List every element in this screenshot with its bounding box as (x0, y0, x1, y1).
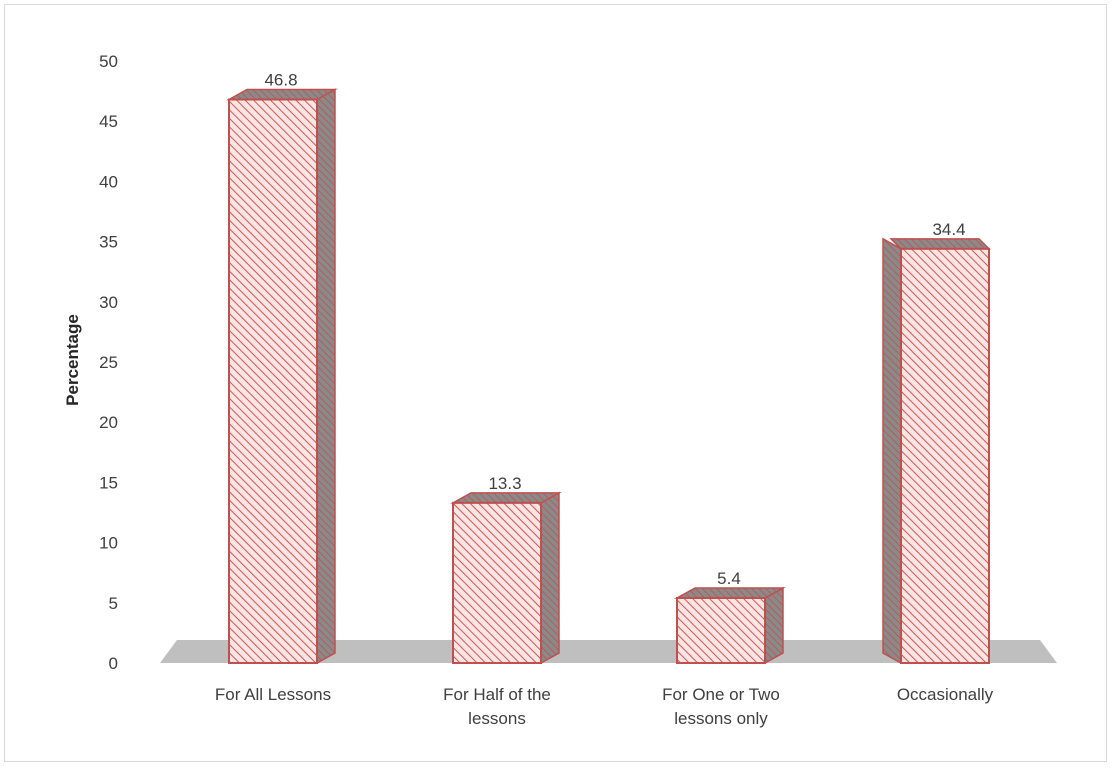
data-label: 13.3 (488, 474, 521, 493)
bars (226, 88, 991, 665)
bar-front-face (676, 596, 766, 665)
y-axis-label: Percentage (63, 314, 82, 406)
data-labels: 46.8 13.3 5.4 34.4 (264, 71, 965, 588)
y-tick-label: 30 (99, 293, 118, 312)
bar-front-face (228, 98, 318, 664)
x-category-label: For Half of the (443, 685, 551, 704)
floor-plane (160, 640, 1057, 663)
bar-side-face (540, 491, 560, 665)
x-axis-categories: For All Lessons For Half of the lessons For… (215, 685, 994, 728)
bar (450, 491, 562, 665)
bar-front-face (900, 247, 990, 664)
x-category-label: lessons only (674, 709, 768, 728)
data-label: 46.8 (264, 71, 297, 90)
bar-side-face (316, 88, 336, 665)
y-tick-label: 0 (109, 654, 118, 673)
data-label: 5.4 (717, 569, 741, 588)
x-category-label: lessons (468, 709, 526, 728)
bar (882, 237, 991, 665)
bar-top-face (674, 587, 786, 599)
chart-floor (160, 640, 1057, 663)
bar (226, 88, 338, 665)
y-tick-label: 5 (109, 594, 118, 613)
bar-side-face (764, 586, 784, 665)
y-tick-label: 40 (99, 172, 118, 191)
y-tick-label: 15 (99, 473, 118, 492)
x-category-label: For One or Two (662, 685, 780, 704)
bar-top-face (226, 88, 338, 101)
x-category-label: Occasionally (897, 685, 994, 704)
y-axis-ticks: 0 5 10 15 20 25 30 35 40 45 50 (99, 52, 118, 673)
data-label: 34.4 (932, 220, 965, 239)
y-tick-label: 25 (99, 353, 118, 372)
y-tick-label: 35 (99, 233, 118, 252)
y-tick-label: 45 (99, 112, 118, 131)
bar-top-face (450, 492, 562, 504)
bar-top-face (889, 238, 991, 250)
y-tick-label: 20 (99, 413, 118, 432)
bar-side-face (882, 237, 902, 665)
y-tick-label: 50 (99, 52, 118, 71)
y-tick-label: 10 (99, 534, 118, 553)
bar-front-face (452, 501, 542, 665)
x-category-label: For All Lessons (215, 685, 331, 704)
bar (674, 586, 786, 665)
